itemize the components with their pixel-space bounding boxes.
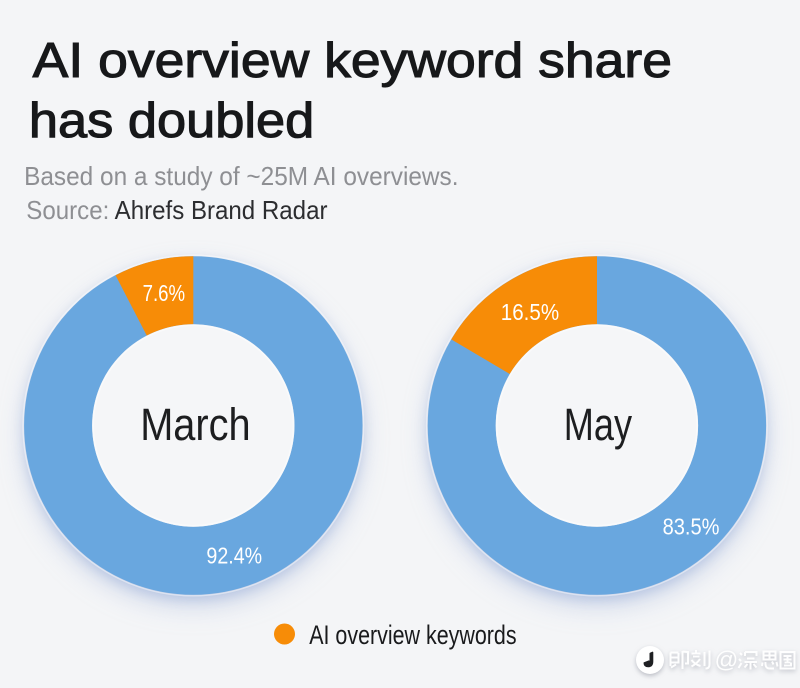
svg-text:7.6%: 7.6% — [143, 280, 186, 306]
svg-text:May: May — [564, 399, 633, 450]
svg-text:92.4%: 92.4% — [206, 543, 262, 569]
svg-text:has doubled: has doubled — [29, 94, 314, 148]
svg-text:March: March — [140, 399, 250, 450]
svg-text:AI overview keyword share: AI overview keyword share — [33, 34, 672, 88]
svg-text:16.5%: 16.5% — [501, 299, 559, 325]
svg-text:AI overview keywords: AI overview keywords — [309, 620, 516, 650]
svg-text:@: @ — [715, 647, 739, 673]
svg-text:Source: Ahrefs Brand Radar: Source: Ahrefs Brand Radar — [26, 195, 328, 225]
svg-text:83.5%: 83.5% — [663, 514, 720, 540]
svg-text:Based on a study of ~25M AI ov: Based on a study of ~25M AI overviews. — [24, 161, 458, 191]
